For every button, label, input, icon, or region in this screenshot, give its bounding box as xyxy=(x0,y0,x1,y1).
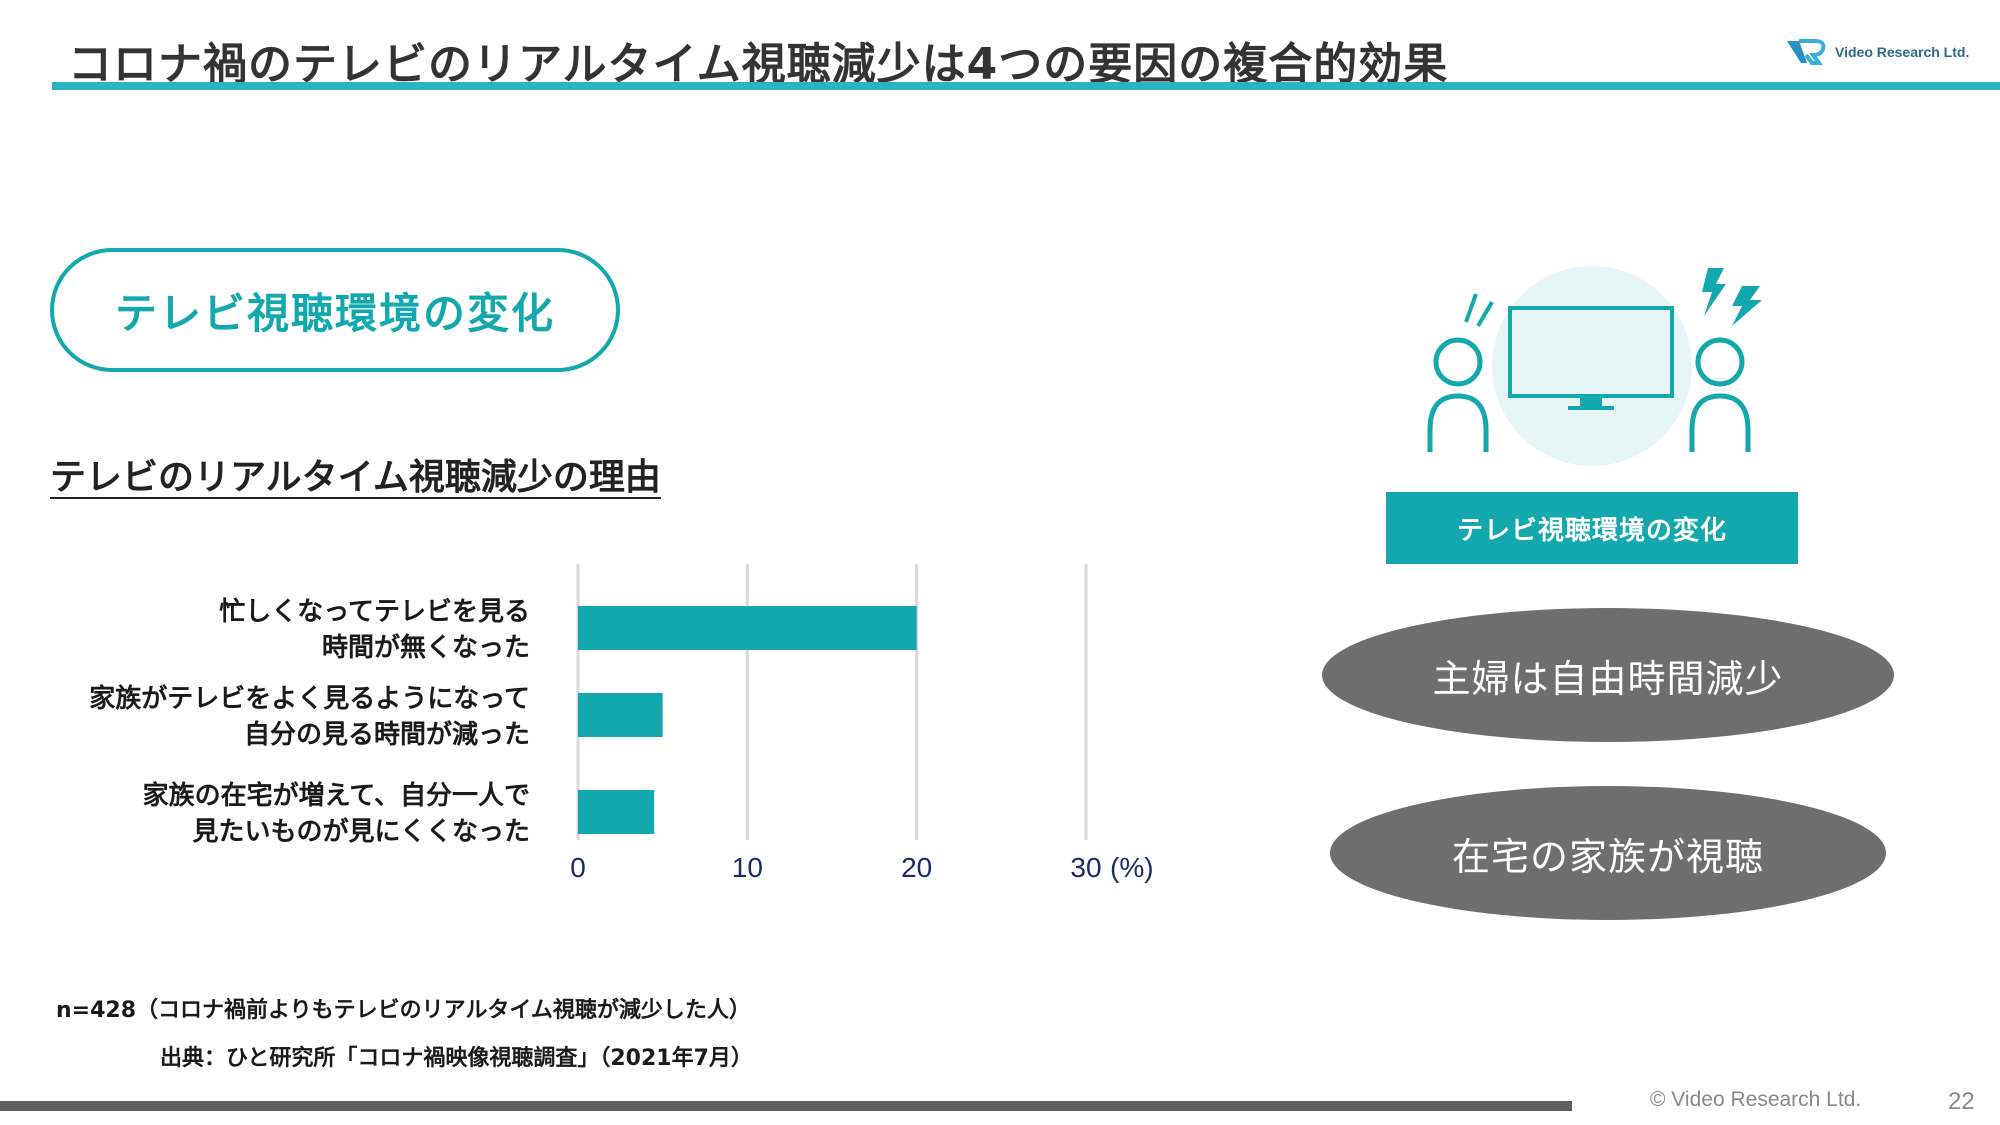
category-label: 自分の見る時間が減った xyxy=(244,719,530,750)
category-label: 家族がテレビをよく見るようになって xyxy=(89,683,530,714)
bar xyxy=(578,790,655,834)
category-label: 見たいものが見にくくなった xyxy=(193,816,530,847)
stress-lines-icon xyxy=(1464,293,1494,328)
factor-box-label: テレビ視聴環境の変化 xyxy=(1456,515,1727,546)
factor-box: テレビ視聴環境の変化 xyxy=(1386,492,1798,564)
category-label: 時間が無くなった xyxy=(322,632,530,663)
bar-chart: 忙しくなってテレビを見る時間が無くなった家族がテレビをよく見るようになって自分の… xyxy=(89,564,1154,883)
person-icon xyxy=(1689,337,1751,452)
tv-icon xyxy=(1508,306,1674,410)
reason-ellipse-housewife: 主婦は自由時間減少 xyxy=(1322,608,1894,742)
page-number: 22 xyxy=(1948,1088,1975,1115)
company-logo: Video Research Ltd. xyxy=(1785,36,1969,68)
x-tick-label: 20 xyxy=(901,852,932,883)
page-title: コロナ禍のテレビのリアルタイム視聴減少は4つの要因の複合的効果 xyxy=(68,39,1449,90)
vr-logo-icon xyxy=(1787,39,1826,65)
bar xyxy=(578,606,917,650)
reason-ellipse-label: 在宅の家族が視聴 xyxy=(1451,834,1764,879)
footer-bar xyxy=(0,1101,1572,1111)
reason-ellipse-family: 在宅の家族が視聴 xyxy=(1330,786,1886,920)
bar xyxy=(578,693,663,737)
section-pill-label: テレビ視聴環境の変化 xyxy=(114,288,555,338)
sample-note: n=428（コロナ禍前よりもテレビのリアルタイム視聴が減少した人） xyxy=(56,998,751,1023)
logo-text: Video Research Ltd. xyxy=(1835,44,1970,60)
x-tick-label: 10 xyxy=(732,852,763,883)
copyright: © Video Research Ltd. xyxy=(1650,1088,1862,1111)
tv-viewing-illustration xyxy=(1427,266,1762,466)
chart-title: テレビのリアルタイム視聴減少の理由 xyxy=(50,457,661,498)
category-label: 家族の在宅が増えて、自分一人で xyxy=(143,780,530,811)
background-circle xyxy=(1492,266,1692,466)
reason-ellipse-label: 主婦は自由時間減少 xyxy=(1432,656,1784,701)
lightning-icon xyxy=(1702,268,1762,326)
source-note: 出典：ひと研究所「コロナ禍映像視聴調査」（2021年7月） xyxy=(160,1046,753,1071)
title-underline xyxy=(52,82,2000,90)
category-label: 忙しくなってテレビを見る xyxy=(219,597,530,627)
x-tick-label: 30 xyxy=(1070,852,1101,883)
person-icon xyxy=(1427,337,1489,452)
section-pill: テレビ視聴環境の変化 xyxy=(50,248,620,372)
x-tick-label: 0 xyxy=(570,852,586,883)
x-unit-label: (%) xyxy=(1110,852,1154,883)
